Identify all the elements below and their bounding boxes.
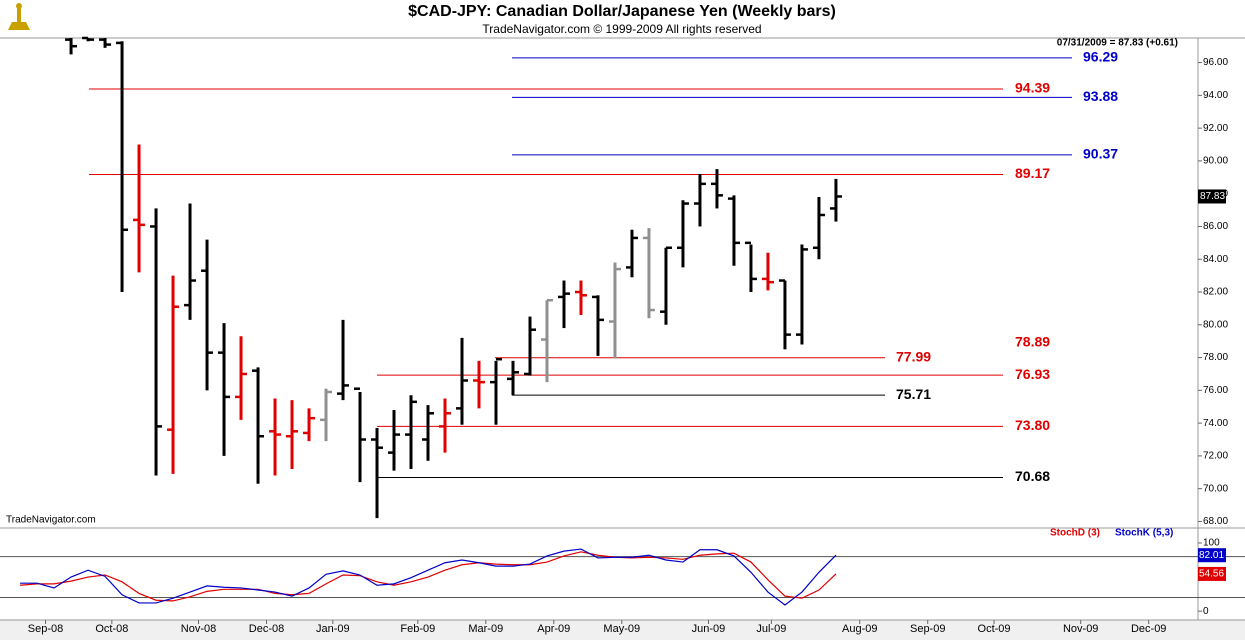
level-label: 70.68	[1015, 468, 1050, 484]
stoch-line	[20, 551, 837, 602]
chart-subtitle: TradeNavigator.com © 1999-2009 All right…	[482, 22, 761, 36]
x-tick-label: May-09	[603, 623, 640, 635]
y-tick-label: 82.00	[1203, 287, 1228, 298]
level-label: 76.93	[1015, 366, 1050, 382]
x-tick-label: Dec-08	[249, 623, 284, 635]
x-tick-label: Jun-09	[692, 623, 726, 635]
y-tick-label: 72.00	[1203, 451, 1228, 462]
x-tick-label: Oct-08	[95, 623, 128, 635]
last-value-box	[1198, 548, 1226, 563]
x-tick-label: Oct-09	[978, 623, 1011, 635]
x-tick-label: Jan-09	[316, 623, 350, 635]
x-tick-label: Mar-09	[468, 623, 503, 635]
y-tick-label: 78.00	[1203, 352, 1228, 363]
level-label: 78.89	[1015, 334, 1050, 350]
y-tick-label: 96.00	[1203, 57, 1228, 68]
logo	[8, 3, 30, 30]
stoch-line	[20, 548, 837, 606]
last-value-label: 82.01	[1199, 550, 1224, 561]
x-tick-label: Jul-09	[756, 623, 786, 635]
y-tick-label: 76.00	[1203, 385, 1228, 396]
chart-title: $CAD-JPY: Canadian Dollar/Japanese Yen (…	[408, 3, 836, 20]
source-label: TradeNavigator.com	[6, 515, 96, 526]
y-tick-label: 90.00	[1203, 156, 1228, 167]
level-label: 77.99	[896, 348, 931, 364]
level-label: 96.29	[1083, 49, 1118, 65]
x-axis-band	[0, 620, 1245, 640]
x-tick-label: Aug-09	[842, 623, 877, 635]
last-value-box	[1198, 566, 1226, 581]
price-annotation: 07/31/2009 = 87.83 (+0.61)	[1057, 38, 1178, 49]
last-price-box	[1198, 189, 1226, 204]
x-tick-label: Nov-09	[1063, 623, 1098, 635]
legend-entry: StochD (3)	[1050, 528, 1100, 539]
x-tick-label: Apr-09	[537, 623, 570, 635]
y-tick-label: 80.00	[1203, 319, 1228, 330]
level-label: 73.80	[1015, 417, 1050, 433]
legend-entry: StochK (5,3)	[1115, 528, 1173, 539]
x-tick-label: Sep-08	[28, 623, 63, 635]
x-tick-label: Nov-08	[181, 623, 216, 635]
last-price-label: 87.83	[1200, 191, 1225, 202]
level-label: 94.39	[1015, 80, 1050, 96]
y-tick-label: 86.00	[1203, 221, 1228, 232]
y-tick-label: 74.00	[1203, 418, 1228, 429]
x-tick-label: Dec-09	[1131, 623, 1166, 635]
level-label: 93.88	[1083, 88, 1118, 104]
y-tick-label: 100	[1203, 538, 1220, 549]
y-tick-label: 68.00	[1203, 516, 1228, 527]
y-tick-label: 94.00	[1203, 90, 1228, 101]
y-tick-label: 92.00	[1203, 123, 1228, 134]
y-tick-label: 0	[1203, 606, 1209, 617]
x-tick-label: Sep-09	[910, 623, 945, 635]
level-label: 75.71	[896, 386, 931, 402]
y-tick-label: 84.00	[1203, 254, 1228, 265]
y-tick-label: 70.00	[1203, 483, 1228, 494]
level-label: 90.37	[1083, 146, 1118, 162]
last-value-label: 54.56	[1199, 569, 1224, 580]
level-label: 89.17	[1015, 165, 1050, 181]
x-tick-label: Feb-09	[400, 623, 435, 635]
